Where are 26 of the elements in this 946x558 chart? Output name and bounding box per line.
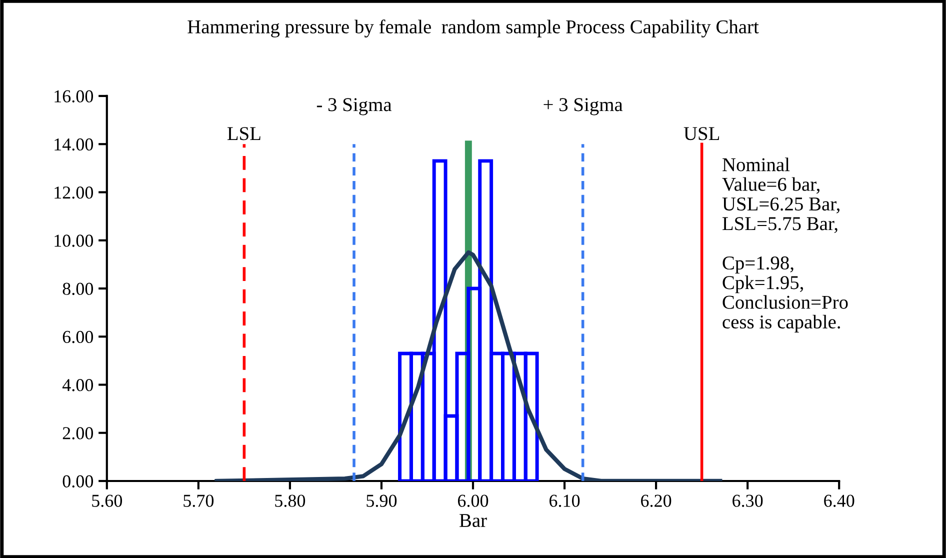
y-tick-label: 16.00 <box>54 90 94 102</box>
y-tick-label: 14.00 <box>54 138 94 151</box>
x-tick-label: 5.80 <box>275 494 306 507</box>
x-tick-label: 6.40 <box>824 494 854 507</box>
y-tick-label: 2.00 <box>62 427 94 440</box>
ref-line-label: USL <box>684 127 720 140</box>
x-tick-label: 5.70 <box>184 494 214 507</box>
y-tick-label: 0.00 <box>62 475 94 488</box>
ref-line-label: LSL <box>227 127 260 140</box>
chart-title: Hammering pressure by female random sample Process Capability Chart <box>188 20 759 38</box>
y-tick-label: 12.00 <box>54 186 94 199</box>
x-tick-label: 5.60 <box>92 494 122 507</box>
y-tick-label: 4.00 <box>62 379 94 392</box>
y-tick-label: 8.00 <box>62 282 94 296</box>
x-tick-label: 5.90 <box>366 494 397 507</box>
line-series <box>214 250 722 481</box>
x-tick-label: 6.10 <box>550 494 580 507</box>
x-tick-label: 6.00 <box>458 494 488 507</box>
y-tick-label: 10.00 <box>54 234 94 247</box>
x-axis-title: Bar <box>460 514 487 528</box>
y-tick-label: 6.00 <box>62 330 94 344</box>
ref-line-label: - 3 Sigma <box>316 98 392 116</box>
x-tick-label: 6.20 <box>641 494 672 507</box>
ref-line-label: + 3 Sigma <box>544 98 623 116</box>
text: Nominal Value=6 bar, USL=6.25 Bar, LSL=5.75 Bar, Cp=1.98, Cpk=1.95, Conclusion=Pro cess is capable. <box>722 158 848 332</box>
x-tick-label: 6.30 <box>732 494 763 507</box>
